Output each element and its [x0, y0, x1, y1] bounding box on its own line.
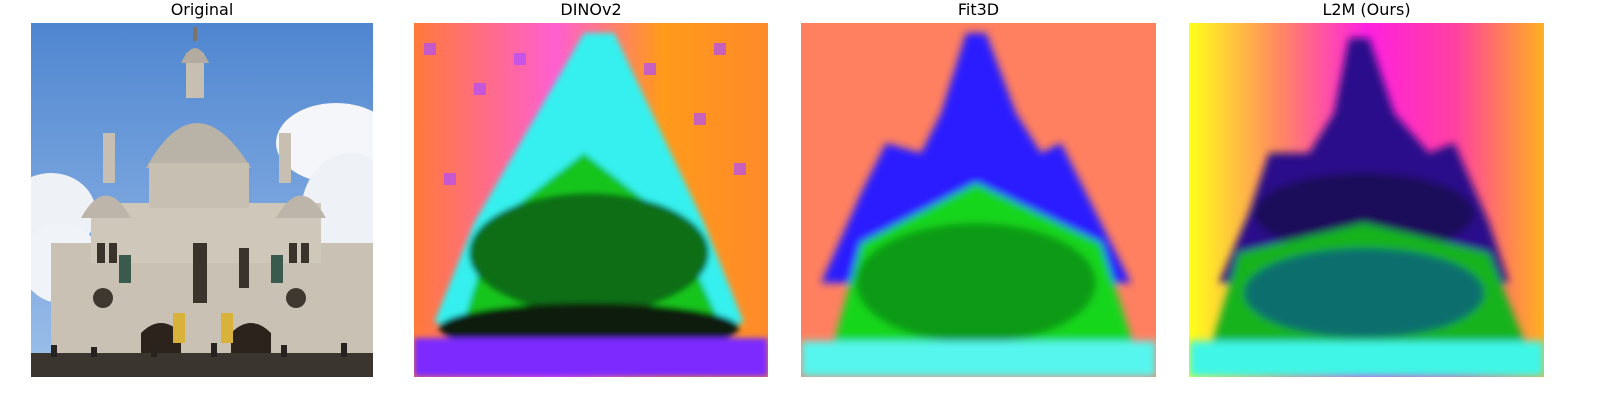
panel-title: L2M (Ours) — [1322, 0, 1411, 19]
panel-title: DINOv2 — [560, 0, 622, 19]
dinov2-feature-image — [414, 23, 768, 377]
l2m-feature-image — [1189, 23, 1544, 377]
l2m-feature-map — [1189, 23, 1544, 377]
fit3d-feature-map — [801, 23, 1156, 377]
dinov2-feature-map — [414, 23, 768, 377]
original-photo — [31, 23, 373, 377]
basilica-photo-image — [31, 23, 373, 377]
panel-title: Original — [170, 0, 234, 19]
fit3d-feature-image — [801, 23, 1156, 377]
panel-title: Fit3D — [957, 0, 1000, 19]
